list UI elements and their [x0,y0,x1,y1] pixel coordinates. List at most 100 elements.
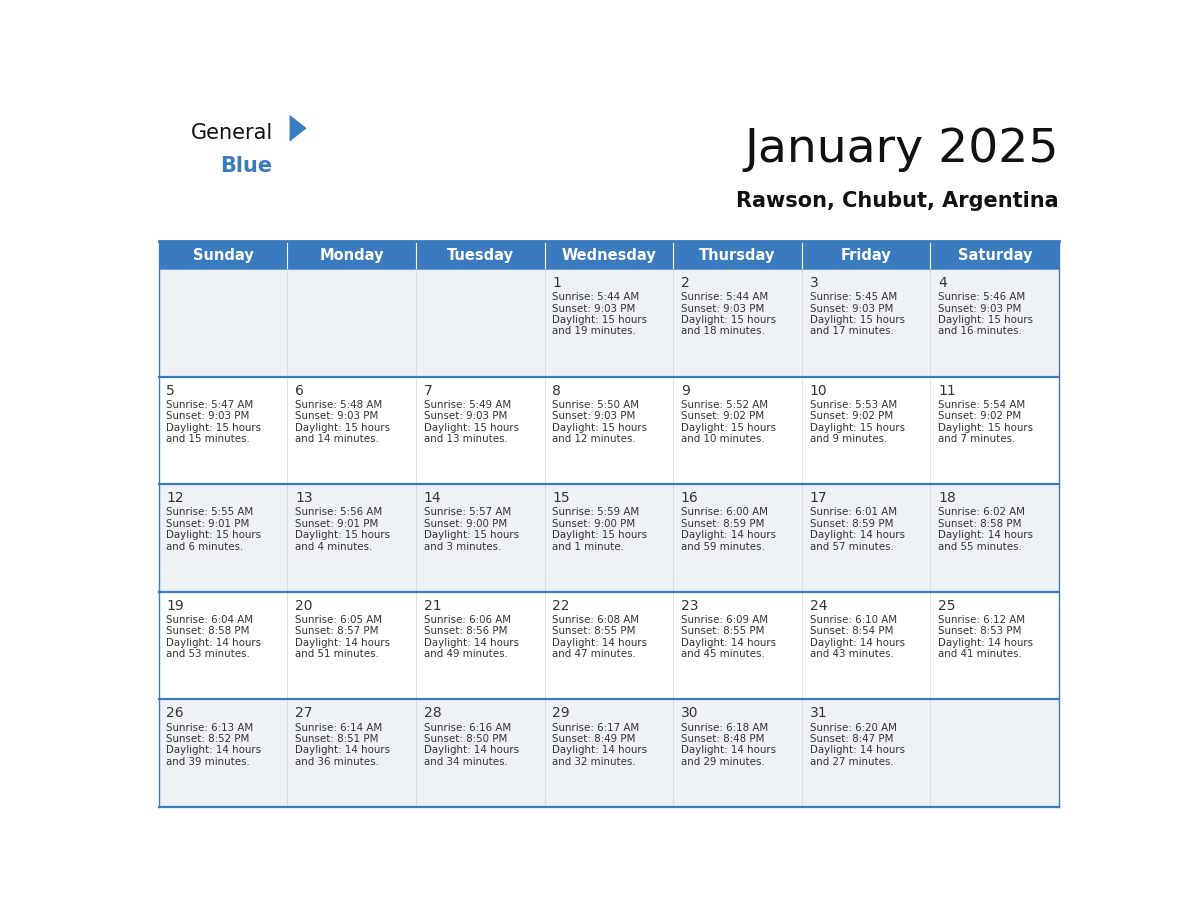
Text: and 47 minutes.: and 47 minutes. [552,649,636,659]
Text: Sunset: 8:57 PM: Sunset: 8:57 PM [295,626,379,636]
Text: 6: 6 [295,384,304,397]
Text: and 10 minutes.: and 10 minutes. [681,434,765,444]
Text: Sunset: 9:01 PM: Sunset: 9:01 PM [166,519,249,529]
Text: 30: 30 [681,706,699,721]
Text: Sunset: 9:01 PM: Sunset: 9:01 PM [295,519,378,529]
Bar [158,241,287,269]
Text: Sunset: 8:52 PM: Sunset: 8:52 PM [166,733,249,744]
Text: Blue: Blue [221,156,273,175]
Text: Sunrise: 5:47 AM: Sunrise: 5:47 AM [166,400,253,409]
Text: 15: 15 [552,491,570,505]
Bar [158,592,1060,700]
Text: Wednesday: Wednesday [562,248,656,263]
Text: Sunrise: 6:16 AM: Sunrise: 6:16 AM [424,722,511,733]
Text: Saturday: Saturday [958,248,1032,263]
Text: Sunset: 9:00 PM: Sunset: 9:00 PM [552,519,636,529]
Text: Sunset: 8:58 PM: Sunset: 8:58 PM [166,626,249,636]
Text: Tuesday: Tuesday [447,248,513,263]
Text: Sunrise: 5:53 AM: Sunrise: 5:53 AM [809,400,897,409]
Text: Sunrise: 6:18 AM: Sunrise: 6:18 AM [681,722,769,733]
Text: and 12 minutes.: and 12 minutes. [552,434,636,444]
Text: Sunrise: 5:48 AM: Sunrise: 5:48 AM [295,400,383,409]
Text: Sunrise: 6:00 AM: Sunrise: 6:00 AM [681,508,767,518]
Text: Sunrise: 6:17 AM: Sunrise: 6:17 AM [552,722,639,733]
Text: Sunset: 8:59 PM: Sunset: 8:59 PM [681,519,764,529]
Text: Sunrise: 6:01 AM: Sunrise: 6:01 AM [809,508,897,518]
Text: Daylight: 15 hours: Daylight: 15 hours [681,422,776,432]
Text: Sunrise: 6:10 AM: Sunrise: 6:10 AM [809,615,897,625]
Text: and 41 minutes.: and 41 minutes. [939,649,1022,659]
Text: Monday: Monday [320,248,384,263]
Text: 1: 1 [552,276,561,290]
Text: Sunrise: 5:46 AM: Sunrise: 5:46 AM [939,292,1025,302]
Text: Daylight: 14 hours: Daylight: 14 hours [809,638,904,648]
Text: Daylight: 14 hours: Daylight: 14 hours [809,745,904,756]
Text: and 4 minutes.: and 4 minutes. [295,542,372,552]
Text: and 32 minutes.: and 32 minutes. [552,756,636,767]
Text: and 6 minutes.: and 6 minutes. [166,542,244,552]
Text: Sunrise: 6:06 AM: Sunrise: 6:06 AM [424,615,511,625]
Text: Daylight: 14 hours: Daylight: 14 hours [166,638,261,648]
Text: Daylight: 15 hours: Daylight: 15 hours [809,422,904,432]
Text: Daylight: 15 hours: Daylight: 15 hours [809,315,904,325]
Text: Sunrise: 5:44 AM: Sunrise: 5:44 AM [552,292,639,302]
Text: Sunset: 8:49 PM: Sunset: 8:49 PM [552,733,636,744]
Bar [158,376,1060,485]
Text: Daylight: 15 hours: Daylight: 15 hours [552,315,647,325]
Text: 14: 14 [424,491,441,505]
Text: Daylight: 14 hours: Daylight: 14 hours [552,638,647,648]
Text: General: General [191,123,273,143]
Text: Daylight: 15 hours: Daylight: 15 hours [552,422,647,432]
Text: 3: 3 [809,276,819,290]
Text: and 19 minutes.: and 19 minutes. [552,327,636,337]
Text: and 7 minutes.: and 7 minutes. [939,434,1016,444]
Text: Sunrise: 6:20 AM: Sunrise: 6:20 AM [809,722,897,733]
Text: Sunrise: 5:50 AM: Sunrise: 5:50 AM [552,400,639,409]
Text: Sunset: 8:47 PM: Sunset: 8:47 PM [809,733,893,744]
Text: 16: 16 [681,491,699,505]
Text: 22: 22 [552,599,570,613]
Text: and 45 minutes.: and 45 minutes. [681,649,765,659]
Text: Sunrise: 5:54 AM: Sunrise: 5:54 AM [939,400,1025,409]
Text: Sunrise: 5:55 AM: Sunrise: 5:55 AM [166,508,253,518]
Text: Sunset: 8:58 PM: Sunset: 8:58 PM [939,519,1022,529]
Text: 25: 25 [939,599,955,613]
Text: 11: 11 [939,384,956,397]
Bar [930,241,1060,269]
Text: Sunrise: 5:57 AM: Sunrise: 5:57 AM [424,508,511,518]
Text: Sunset: 9:00 PM: Sunset: 9:00 PM [424,519,507,529]
Text: 17: 17 [809,491,827,505]
Text: 13: 13 [295,491,312,505]
Text: 20: 20 [295,599,312,613]
Text: Sunset: 8:50 PM: Sunset: 8:50 PM [424,733,507,744]
Text: 24: 24 [809,599,827,613]
Text: Sunset: 9:03 PM: Sunset: 9:03 PM [809,304,893,314]
Bar [158,269,1060,376]
Text: Thursday: Thursday [700,248,776,263]
Text: 18: 18 [939,491,956,505]
Text: and 51 minutes.: and 51 minutes. [295,649,379,659]
Text: Sunset: 8:53 PM: Sunset: 8:53 PM [939,626,1022,636]
Text: 4: 4 [939,276,947,290]
Text: Sunset: 9:03 PM: Sunset: 9:03 PM [295,411,378,421]
Text: and 29 minutes.: and 29 minutes. [681,756,765,767]
Text: Sunrise: 5:59 AM: Sunrise: 5:59 AM [552,508,639,518]
Bar [158,700,1060,807]
Text: and 15 minutes.: and 15 minutes. [166,434,251,444]
Text: 23: 23 [681,599,699,613]
Text: Sunrise: 5:44 AM: Sunrise: 5:44 AM [681,292,769,302]
Text: and 18 minutes.: and 18 minutes. [681,327,765,337]
Text: and 17 minutes.: and 17 minutes. [809,327,893,337]
Text: and 39 minutes.: and 39 minutes. [166,756,251,767]
Text: and 14 minutes.: and 14 minutes. [295,434,379,444]
Polygon shape [290,115,307,141]
Text: Sunrise: 6:02 AM: Sunrise: 6:02 AM [939,508,1025,518]
Text: Sunset: 9:03 PM: Sunset: 9:03 PM [424,411,507,421]
Text: Daylight: 15 hours: Daylight: 15 hours [295,422,390,432]
Text: Daylight: 15 hours: Daylight: 15 hours [166,531,261,540]
Bar [158,485,1060,592]
Text: Daylight: 15 hours: Daylight: 15 hours [681,315,776,325]
Text: Daylight: 15 hours: Daylight: 15 hours [552,531,647,540]
Bar [416,241,544,269]
Text: Sunset: 9:02 PM: Sunset: 9:02 PM [939,411,1022,421]
